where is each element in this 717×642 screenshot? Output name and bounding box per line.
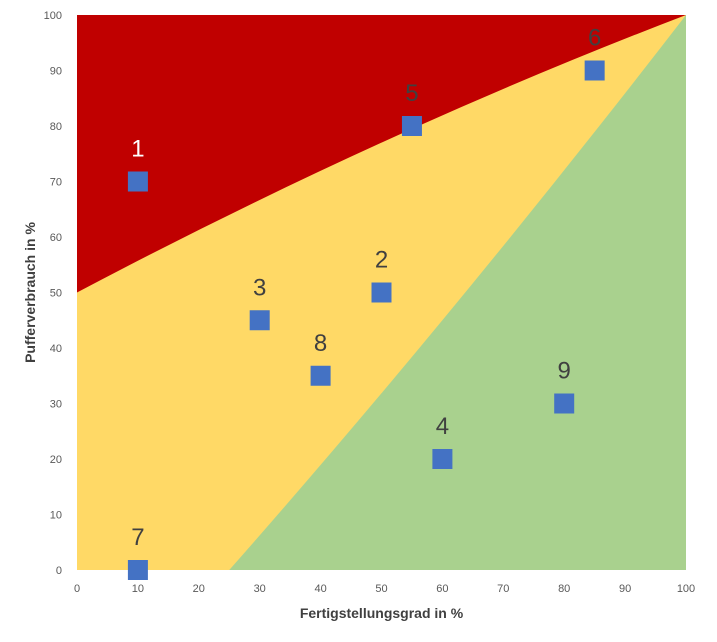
- x-tick-label: 40: [314, 583, 326, 595]
- x-tick-label: 90: [619, 583, 631, 595]
- point-marker-4: [432, 449, 453, 469]
- point-marker-3: [249, 310, 270, 331]
- y-tick-label: 70: [50, 177, 62, 189]
- x-tick-label: 20: [193, 583, 205, 595]
- x-tick-label: 10: [132, 583, 144, 595]
- y-tick-label: 90: [50, 66, 62, 78]
- x-tick-label: 0: [74, 583, 80, 595]
- y-tick-label: 40: [50, 343, 62, 355]
- point-marker-6: [584, 60, 605, 81]
- zone-red: [77, 15, 686, 293]
- point-label-7: 7: [131, 524, 144, 551]
- point-marker-8: [310, 365, 331, 386]
- point-marker-1: [127, 171, 148, 192]
- y-axis-title: Pufferverbrauch in %: [22, 222, 38, 363]
- point-label-4: 4: [436, 413, 449, 440]
- x-axis-title: Fertigstellungsgrad in %: [300, 605, 464, 621]
- zone-green: [229, 15, 686, 570]
- x-tick-label: 50: [375, 583, 387, 595]
- point-label-5: 5: [405, 80, 418, 107]
- x-tick-label: 30: [254, 583, 266, 595]
- y-tick-label: 0: [56, 565, 62, 577]
- x-tick-label: 60: [436, 583, 448, 595]
- point-label-8: 8: [314, 330, 327, 357]
- x-tick-label: 100: [677, 583, 695, 595]
- x-tick-label: 80: [558, 583, 570, 595]
- point-marker-2: [371, 282, 392, 303]
- y-tick-label: 50: [50, 288, 62, 300]
- y-tick-label: 10: [50, 510, 62, 522]
- y-tick-label: 80: [50, 121, 62, 133]
- y-tick-label: 20: [50, 454, 62, 466]
- point-label-6: 6: [588, 25, 601, 52]
- point-label-3: 3: [253, 274, 266, 301]
- data-points: 1 2 3 4 5 6 7 8 9: [127, 25, 605, 580]
- point-label-2: 2: [375, 247, 388, 274]
- point-label-1: 1: [131, 136, 144, 163]
- zones: [77, 15, 686, 570]
- y-tick-label: 30: [50, 399, 62, 411]
- x-tick-label: 70: [497, 583, 509, 595]
- point-marker-9: [554, 393, 575, 414]
- point-marker-5: [401, 116, 422, 136]
- y-tick-label: 100: [44, 10, 62, 22]
- point-label-9: 9: [558, 358, 571, 385]
- point-marker-7: [127, 560, 148, 580]
- y-tick-label: 60: [50, 232, 62, 244]
- axes: 0 10 20 30 40 50 60 70 80 90 100 0 10 20 30 40 50 60 70 80 9…: [44, 10, 696, 595]
